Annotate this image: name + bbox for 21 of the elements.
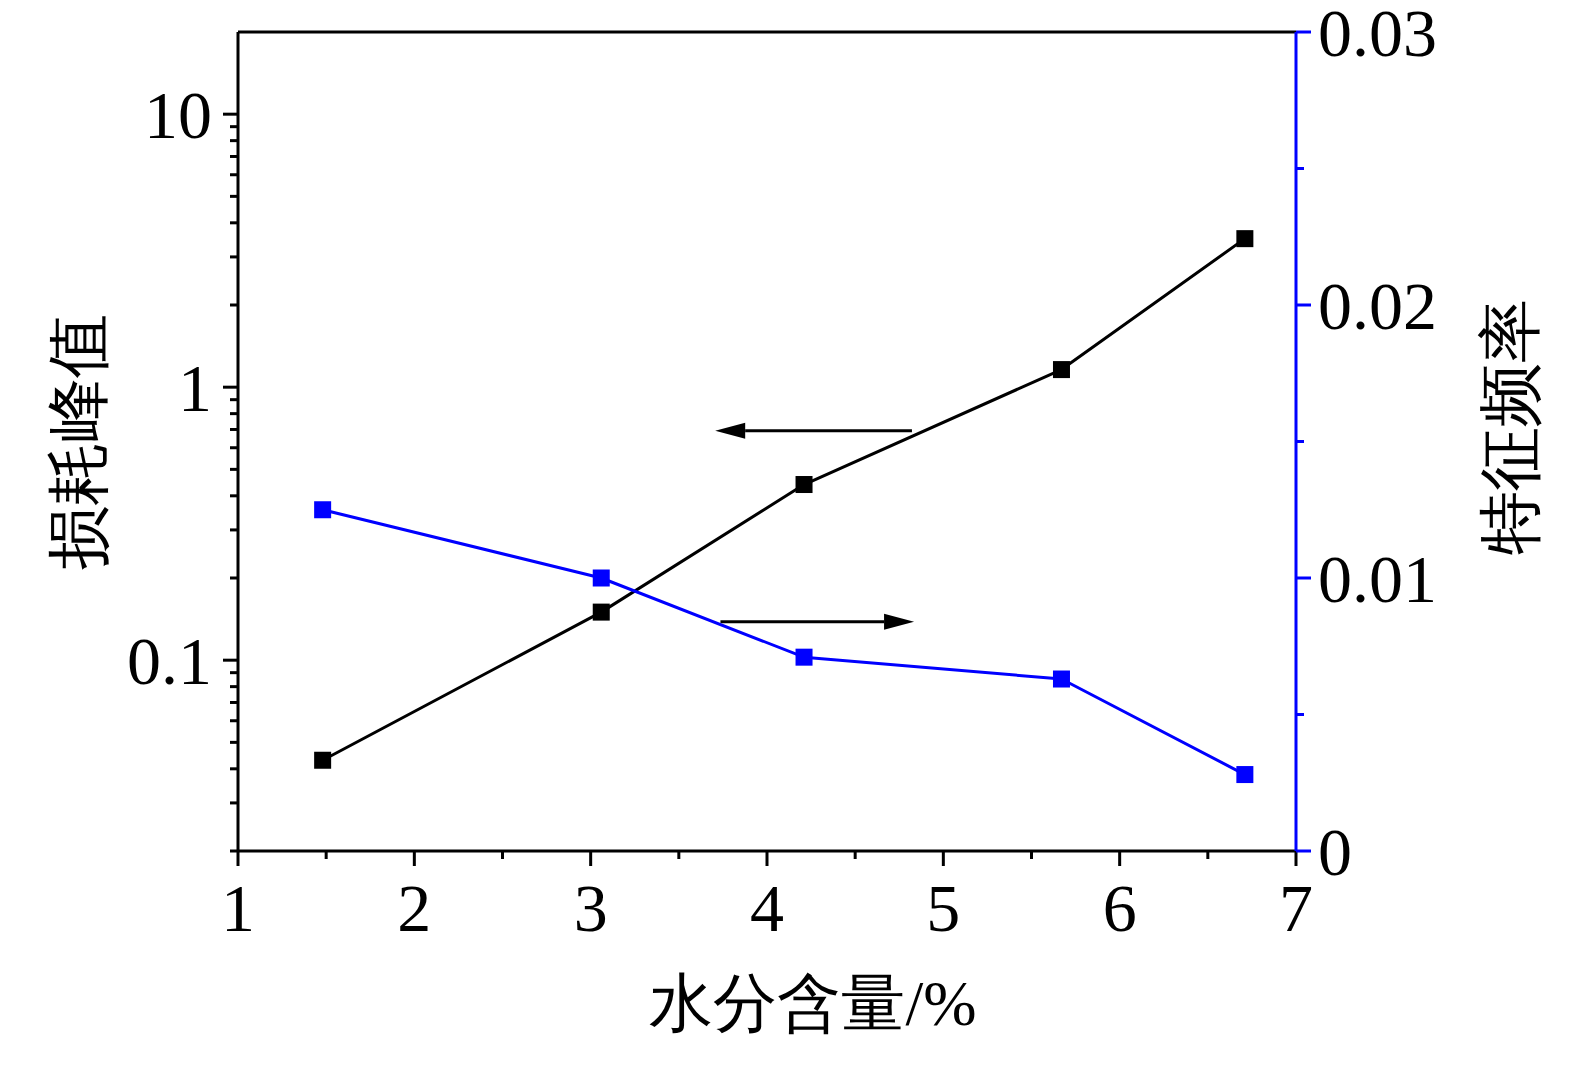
y-tick-label: 1 bbox=[178, 350, 212, 427]
x-tick-label: 3 bbox=[573, 870, 608, 946]
y2-axis-title: 特征频率 bbox=[1475, 298, 1546, 555]
y2-tick-label: 0.03 bbox=[1318, 0, 1437, 71]
point bbox=[1052, 361, 1070, 379]
y2-tick-label: 0 bbox=[1318, 814, 1352, 890]
y2-tick-label: 0.02 bbox=[1318, 268, 1437, 344]
x-tick-label: 5 bbox=[926, 870, 961, 946]
x-tick-label: 2 bbox=[397, 870, 432, 946]
x-tick-label: 6 bbox=[1102, 870, 1137, 946]
y-axis-title: 损耗峰值 bbox=[43, 313, 114, 570]
y-tick-label: 10 bbox=[144, 77, 212, 154]
x-axis-title: 水分含量/% bbox=[649, 968, 977, 1039]
point bbox=[1236, 230, 1254, 248]
x-tick-label: 7 bbox=[1279, 870, 1313, 946]
x-tick-label: 4 bbox=[750, 870, 784, 946]
point bbox=[314, 751, 332, 769]
point bbox=[795, 476, 813, 494]
y2-tick-label: 0.01 bbox=[1318, 541, 1437, 617]
point bbox=[592, 603, 610, 621]
y-tick-label: 0.1 bbox=[127, 623, 212, 700]
